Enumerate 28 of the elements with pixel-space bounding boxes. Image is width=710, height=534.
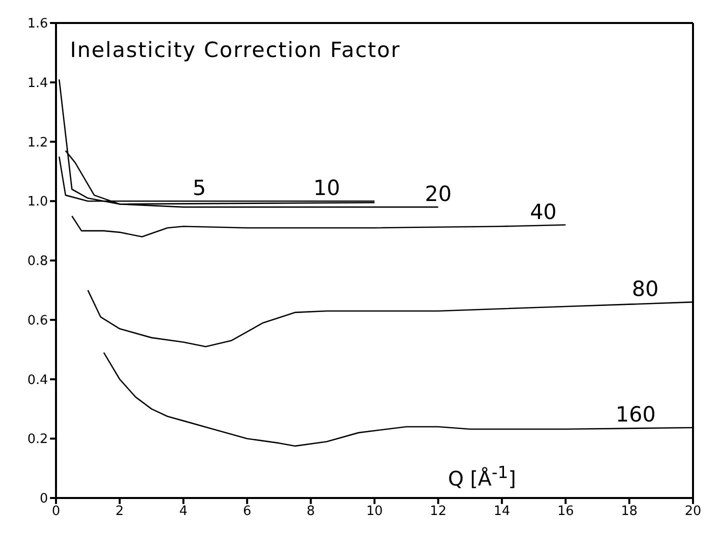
y-tick-label: 1.2: [27, 135, 48, 150]
y-tick-label: 0.8: [27, 254, 48, 270]
x-tick-label: 10: [366, 504, 383, 520]
x-tick-label: 0: [52, 504, 60, 520]
x-tick-label: 18: [621, 504, 638, 520]
y-tick-label: 0.4: [27, 372, 48, 388]
annotation: 160: [616, 402, 656, 427]
y-tick-label: 0.2: [27, 432, 48, 448]
y-tick-label: 0: [40, 492, 48, 507]
x-tick-label: 20: [684, 504, 702, 520]
x-tick-label: 4: [179, 504, 188, 520]
y-tick-label: 0.6: [27, 313, 48, 328]
annotation: 5: [192, 176, 206, 200]
x-tick-label: 8: [306, 504, 315, 520]
annotation: 80: [632, 277, 659, 302]
x-tick-label: 14: [494, 504, 510, 520]
annotation: 10: [313, 176, 340, 200]
y-tick-label: 1.4: [27, 76, 48, 91]
y-tick-label: 1.6: [27, 16, 48, 32]
annotation: 20: [424, 182, 452, 206]
x-tick-label: 16: [557, 504, 574, 520]
x-tick-label: 2: [116, 504, 124, 520]
text: Inelasticity Correction Factor: [70, 38, 400, 62]
x-axis-title: Q [Å$^{-1}$]: [448, 463, 516, 491]
y-tick-label: 1.0: [27, 194, 48, 210]
annotation: 40: [530, 200, 557, 224]
x-tick-label: 12: [430, 504, 446, 520]
x-tick-label: 6: [242, 504, 252, 520]
